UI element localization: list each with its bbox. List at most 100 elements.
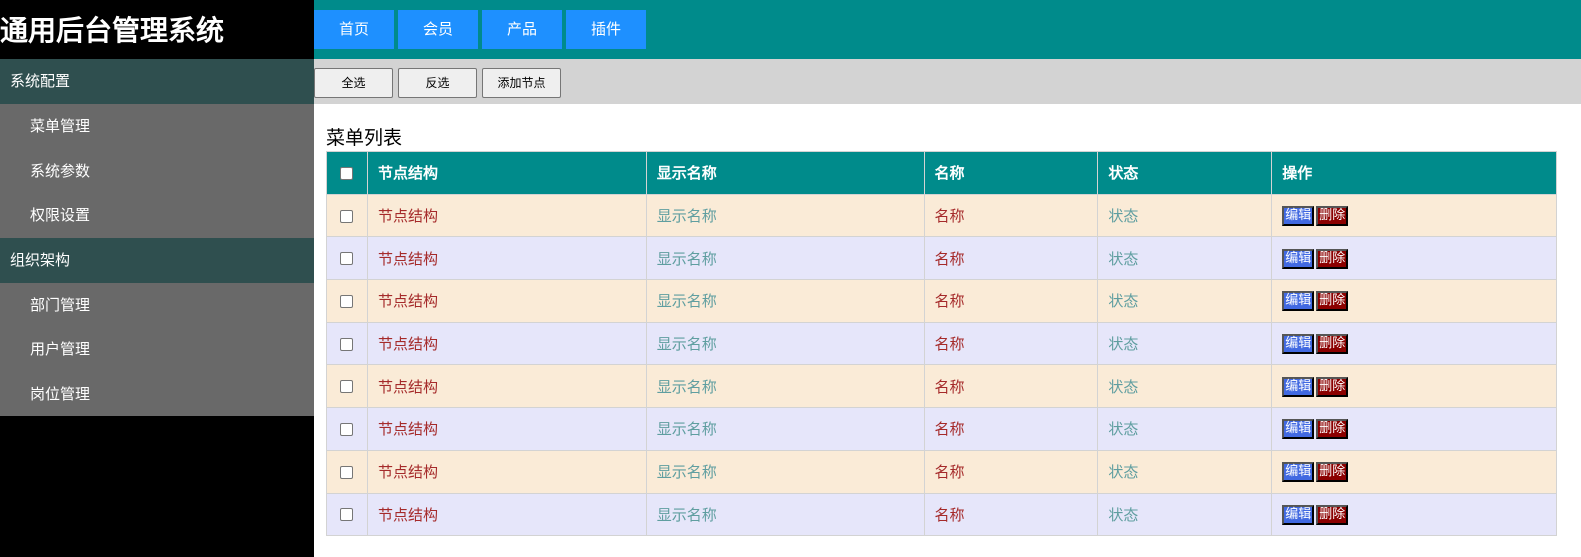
table-cell: 显示名称 bbox=[645, 321, 925, 366]
select-all-checkbox[interactable] bbox=[340, 166, 354, 180]
actions-cell: 编辑 删除 bbox=[1271, 321, 1557, 366]
table-cell: 名称 bbox=[923, 279, 1099, 323]
row-checkbox[interactable] bbox=[340, 380, 354, 394]
sidebar-item[interactable]: 系统参数 bbox=[0, 148, 314, 193]
sidebar-item[interactable]: 菜单管理 bbox=[0, 104, 314, 149]
table-cell: 节点结构 bbox=[366, 321, 647, 366]
column-header: 节点结构 bbox=[366, 151, 647, 195]
row-select-cell[interactable] bbox=[326, 492, 368, 537]
edit-button[interactable]: 编辑 bbox=[1282, 504, 1315, 525]
edit-button[interactable]: 编辑 bbox=[1282, 206, 1315, 227]
edit-button[interactable]: 编辑 bbox=[1282, 334, 1315, 355]
row-checkbox[interactable] bbox=[340, 252, 354, 266]
actions-cell: 编辑 删除 bbox=[1271, 449, 1557, 494]
table-cell: 节点结构 bbox=[366, 407, 647, 451]
table-row: 节点结构 显示名称 名称 状态 编辑 删除 bbox=[326, 193, 1557, 238]
header-select-all[interactable] bbox=[326, 151, 368, 195]
table-cell: 状态 bbox=[1097, 364, 1273, 409]
table-cell: 显示名称 bbox=[645, 449, 925, 494]
actions-cell: 编辑 删除 bbox=[1271, 364, 1557, 409]
row-checkbox[interactable] bbox=[340, 465, 354, 479]
table-cell: 名称 bbox=[923, 193, 1099, 238]
toolbar-button[interactable]: 添加节点 bbox=[482, 68, 561, 98]
table-row: 节点结构 显示名称 名称 状态 编辑 删除 bbox=[326, 364, 1557, 409]
sidebar-group[interactable]: 组织架构 bbox=[0, 237, 314, 283]
table-cell: 显示名称 bbox=[645, 492, 925, 537]
column-header: 状态 bbox=[1097, 151, 1273, 195]
edit-button[interactable]: 编辑 bbox=[1282, 248, 1315, 269]
table-cell: 状态 bbox=[1097, 492, 1273, 537]
row-checkbox[interactable] bbox=[340, 337, 354, 351]
table-row: 节点结构 显示名称 名称 状态 编辑 删除 bbox=[326, 492, 1557, 537]
row-select-cell[interactable] bbox=[326, 449, 368, 494]
table-cell: 显示名称 bbox=[645, 407, 925, 451]
actions-cell: 编辑 删除 bbox=[1271, 279, 1557, 323]
actions-cell: 编辑 删除 bbox=[1271, 236, 1557, 281]
sidebar-item[interactable]: 部门管理 bbox=[0, 282, 314, 327]
nav-button[interactable]: 产品 bbox=[482, 10, 562, 49]
table-cell: 状态 bbox=[1097, 193, 1273, 238]
sidebar-item[interactable]: 用户管理 bbox=[0, 327, 314, 372]
table-cell: 状态 bbox=[1097, 321, 1273, 366]
column-header: 名称 bbox=[923, 151, 1099, 195]
delete-button[interactable]: 删除 bbox=[1316, 462, 1349, 483]
table-cell: 状态 bbox=[1097, 449, 1273, 494]
delete-button[interactable]: 删除 bbox=[1316, 206, 1349, 227]
table-row: 节点结构 显示名称 名称 状态 编辑 删除 bbox=[326, 279, 1557, 323]
row-checkbox[interactable] bbox=[340, 209, 354, 223]
row-checkbox[interactable] bbox=[340, 422, 354, 436]
sidebar-group[interactable]: 系统配置 bbox=[0, 59, 314, 104]
sidebar: 通用后台管理系统 系统配置 菜单管理 系统参数 权限设置 组织架构 部门管理 用户管理 岗位管… bbox=[0, 0, 314, 557]
delete-button[interactable]: 删除 bbox=[1316, 291, 1349, 312]
delete-button[interactable]: 删除 bbox=[1316, 334, 1349, 355]
table-cell: 显示名称 bbox=[645, 236, 925, 281]
table-cell: 状态 bbox=[1097, 407, 1273, 451]
actions-cell: 编辑 删除 bbox=[1271, 492, 1557, 537]
nav-button[interactable]: 首页 bbox=[314, 10, 394, 49]
row-select-cell[interactable] bbox=[326, 236, 368, 281]
nav-button[interactable]: 会员 bbox=[398, 10, 478, 49]
table-cell: 名称 bbox=[923, 492, 1099, 537]
row-select-cell[interactable] bbox=[326, 279, 368, 323]
nav-button[interactable]: 插件 bbox=[566, 10, 646, 49]
table-row: 节点结构 显示名称 名称 状态 编辑 删除 bbox=[326, 449, 1557, 494]
toolbar-button[interactable]: 反选 bbox=[398, 68, 477, 98]
table-cell: 显示名称 bbox=[645, 279, 925, 323]
row-select-cell[interactable] bbox=[326, 193, 368, 238]
app-title: 通用后台管理系统 bbox=[0, 14, 225, 47]
table-row: 节点结构 显示名称 名称 状态 编辑 删除 bbox=[326, 407, 1557, 451]
table-cell: 节点结构 bbox=[366, 449, 647, 494]
table-cell: 节点结构 bbox=[366, 279, 647, 323]
table-row: 节点结构 显示名称 名称 状态 编辑 删除 bbox=[326, 236, 1557, 281]
edit-button[interactable]: 编辑 bbox=[1282, 291, 1315, 312]
column-header: 显示名称 bbox=[645, 151, 925, 195]
delete-button[interactable]: 删除 bbox=[1316, 504, 1349, 525]
delete-button[interactable]: 删除 bbox=[1316, 248, 1349, 269]
table-cell: 名称 bbox=[923, 407, 1099, 451]
table-cell: 状态 bbox=[1097, 279, 1273, 323]
row-checkbox[interactable] bbox=[340, 508, 354, 522]
table-cell: 节点结构 bbox=[366, 193, 647, 238]
delete-button[interactable]: 删除 bbox=[1316, 419, 1349, 440]
row-select-cell[interactable] bbox=[326, 364, 368, 409]
edit-button[interactable]: 编辑 bbox=[1282, 376, 1315, 397]
sidebar-item[interactable]: 岗位管理 bbox=[0, 371, 314, 416]
table-caption: 菜单列表 bbox=[326, 127, 403, 149]
table-cell: 名称 bbox=[923, 364, 1099, 409]
delete-button[interactable]: 删除 bbox=[1316, 376, 1349, 397]
edit-button[interactable]: 编辑 bbox=[1282, 462, 1315, 483]
row-checkbox[interactable] bbox=[340, 294, 354, 308]
table-row: 节点结构 显示名称 名称 状态 编辑 删除 bbox=[326, 321, 1557, 366]
table-cell: 节点结构 bbox=[366, 236, 647, 281]
sidebar-item[interactable]: 权限设置 bbox=[0, 193, 314, 238]
table-cell: 节点结构 bbox=[366, 492, 647, 537]
column-header: 操作 bbox=[1271, 151, 1557, 195]
toolbar: 全选 反选 添加节点 bbox=[314, 59, 1581, 104]
actions-cell: 编辑 删除 bbox=[1271, 407, 1557, 451]
row-select-cell[interactable] bbox=[326, 407, 368, 451]
top-nav: 首页 会员 产品 插件 bbox=[314, 0, 1581, 59]
row-select-cell[interactable] bbox=[326, 321, 368, 366]
table-cell: 名称 bbox=[923, 321, 1099, 366]
edit-button[interactable]: 编辑 bbox=[1282, 419, 1315, 440]
toolbar-button[interactable]: 全选 bbox=[314, 68, 393, 98]
